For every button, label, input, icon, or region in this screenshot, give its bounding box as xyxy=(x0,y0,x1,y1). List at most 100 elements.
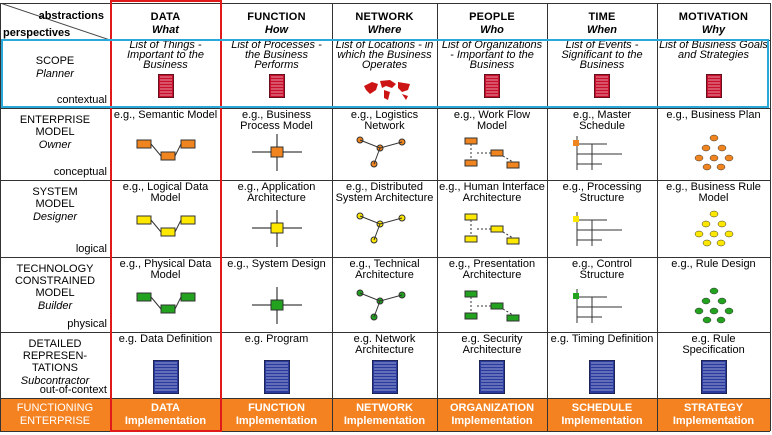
document-icon xyxy=(263,360,290,394)
matrix-cell: e.g. Data Definition xyxy=(110,332,221,398)
footer-left-line: ENTERPRISE xyxy=(19,415,91,427)
cell-text: e.g., Human Interface Architecture xyxy=(439,181,545,204)
footer-implementation: SCHEDULE Implementation xyxy=(547,398,657,431)
matrix-cell: e.g., Business Rule Model xyxy=(657,180,770,257)
model-diagram-icon xyxy=(356,212,405,244)
footer-bottom: Implementation xyxy=(672,415,755,427)
row-label-level: logical xyxy=(75,243,107,255)
matrix-cell: e.g., Logistics Network xyxy=(332,108,437,180)
abstractions-label: abstractions xyxy=(38,10,104,22)
cell-text: e.g. Rule Specification xyxy=(682,333,745,356)
cell-text: e.g. Network Architecture xyxy=(353,333,416,356)
matrix-cell: e.g., Semantic Model xyxy=(110,108,221,180)
matrix-cell: e.g., Logical Data Model xyxy=(110,180,221,257)
cell-text: e.g., Processing Structure xyxy=(562,181,642,204)
matrix-cell: e.g., Control Structure xyxy=(547,257,657,332)
footer-left-line: FUNCTIONING xyxy=(16,402,94,414)
cell-text: e.g., Presentation Architecture xyxy=(448,258,536,281)
footer-implementation: FUNCTION Implementation xyxy=(221,398,332,431)
cell-text: e.g. Program xyxy=(244,333,309,345)
row-label-level: physical xyxy=(67,318,107,330)
document-icon xyxy=(157,74,174,98)
model-diagram-icon xyxy=(251,287,302,324)
column-header: NETWORK Where xyxy=(332,3,437,40)
row-label-title: SCOPE xyxy=(35,55,75,67)
document-icon xyxy=(594,74,610,98)
matrix-cell: List of Locations - in which the Busines… xyxy=(332,40,437,108)
model-diagram-icon xyxy=(136,139,195,161)
row-label-role: Planner xyxy=(36,68,74,80)
matrix-cell: e.g., Processing Structure xyxy=(547,180,657,257)
cell-text: List of Business Goals and Strategies xyxy=(659,40,768,61)
cell-text: List of Locations - in which the Busines… xyxy=(335,40,434,71)
row-label-level: out-of-context xyxy=(39,384,107,396)
footer-bottom: Implementation xyxy=(235,415,318,427)
matrix-cell: List of Events - Significant to the Busi… xyxy=(547,40,657,108)
model-diagram-icon xyxy=(136,215,195,237)
row-label: TECHNOLOGY CONSTRAINED MODEL Builder physica… xyxy=(0,257,110,332)
model-diagram-icon xyxy=(694,287,733,324)
cell-text: List of Things - Important to the Busine… xyxy=(126,40,205,71)
footer-top: FUNCTION xyxy=(248,402,305,414)
row-label: DETAILED REPRESEN- TATIONS Subcontractor out… xyxy=(0,332,110,398)
world-map-icon xyxy=(364,80,410,100)
cell-text: e.g., Control Structure xyxy=(572,258,632,281)
column-title: TIME xyxy=(588,11,616,23)
model-diagram-icon xyxy=(573,289,622,323)
footer-bottom: Implementation xyxy=(451,415,533,427)
document-icon xyxy=(479,360,505,394)
cell-text: e.g., Logical Data Model xyxy=(122,181,209,204)
matrix-cell: e.g. Network Architecture xyxy=(332,332,437,398)
cell-text: List of Events - Significant to the Busi… xyxy=(561,40,643,71)
footer-implementation: DATA Implementation xyxy=(110,398,221,431)
matrix-cell: List of Business Goals and Strategies xyxy=(657,40,770,108)
matrix-cell: List of Things - Important to the Busine… xyxy=(110,40,221,108)
row-label: SCOPE Planner contextual xyxy=(0,40,110,108)
row-label-level: conceptual xyxy=(53,166,107,178)
footer-implementation: NETWORK Implementation xyxy=(332,398,437,431)
footer-implementation: ORGANIZATION Implementation xyxy=(437,398,547,431)
model-diagram-icon xyxy=(464,213,520,245)
column-title: PEOPLE xyxy=(469,11,515,23)
cell-text: e.g., Application Architecture xyxy=(237,181,316,204)
column-header: MOTIVATION Why xyxy=(657,3,770,40)
document-icon xyxy=(268,74,285,98)
model-diagram-icon xyxy=(573,136,622,170)
column-header: FUNCTION How xyxy=(221,3,332,40)
footer-implementation: STRATEGY Implementation xyxy=(657,398,770,431)
footer-top: STRATEGY xyxy=(683,402,744,414)
model-diagram-icon xyxy=(136,292,195,314)
footer-top: NETWORK xyxy=(356,402,413,414)
corner-diagonal-line xyxy=(0,3,110,40)
footer-top: DATA xyxy=(151,402,180,414)
cell-text: e.g., Distributed System Architecture xyxy=(335,181,434,204)
cell-text: e.g., Business Rule Model xyxy=(666,181,761,204)
document-icon xyxy=(484,74,500,98)
matrix-cell: e.g. Rule Specification xyxy=(657,332,770,398)
column-question: Why xyxy=(701,24,726,36)
row-label: ENTERPRISE MODEL Owner conceptual xyxy=(0,108,110,180)
cell-text: e.g., Business Process Model xyxy=(240,109,313,132)
column-question: Where xyxy=(367,24,402,36)
footer-bottom: Implementation xyxy=(343,415,426,427)
cell-text: e.g., Semantic Model xyxy=(113,109,218,121)
model-diagram-icon xyxy=(694,134,733,171)
document-icon xyxy=(700,360,727,394)
row-label-role: Designer xyxy=(32,211,78,223)
model-diagram-icon xyxy=(251,210,302,247)
matrix-cell: e.g. Program xyxy=(221,332,332,398)
footer-top: SCHEDULE xyxy=(571,402,633,414)
perspectives-label: perspectives xyxy=(3,27,71,39)
footer-left: FUNCTIONING ENTERPRISE xyxy=(0,398,110,431)
cell-text: e.g., Technical Architecture xyxy=(349,258,420,281)
matrix-cell: e.g., Master Schedule xyxy=(547,108,657,180)
cell-text: e.g., Work Flow Model xyxy=(453,109,531,132)
cell-text: e.g., Business Plan xyxy=(666,109,761,121)
matrix-cell: e.g., System Design xyxy=(221,257,332,332)
document-icon xyxy=(371,360,398,394)
model-diagram-icon xyxy=(356,289,405,321)
row-label-title: TECHNOLOGY CONSTRAINED MODEL xyxy=(14,263,96,299)
column-question: When xyxy=(587,24,617,36)
document-icon xyxy=(152,360,179,394)
